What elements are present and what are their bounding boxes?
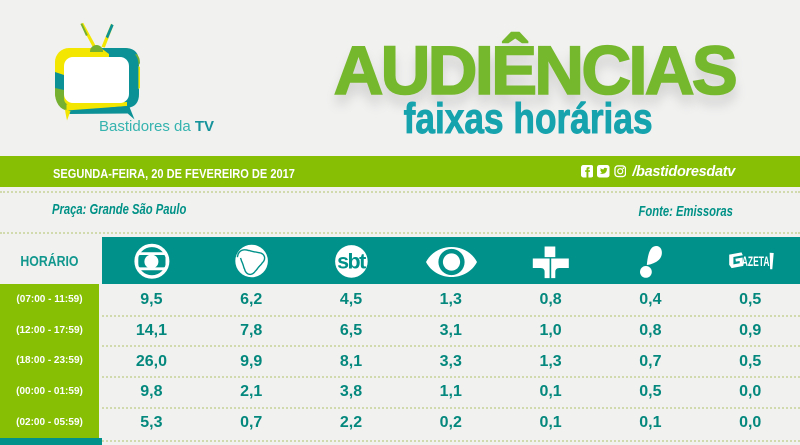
- svg-text:sbt: sbt: [337, 249, 366, 273]
- svg-text:AZETA: AZETA: [741, 255, 769, 269]
